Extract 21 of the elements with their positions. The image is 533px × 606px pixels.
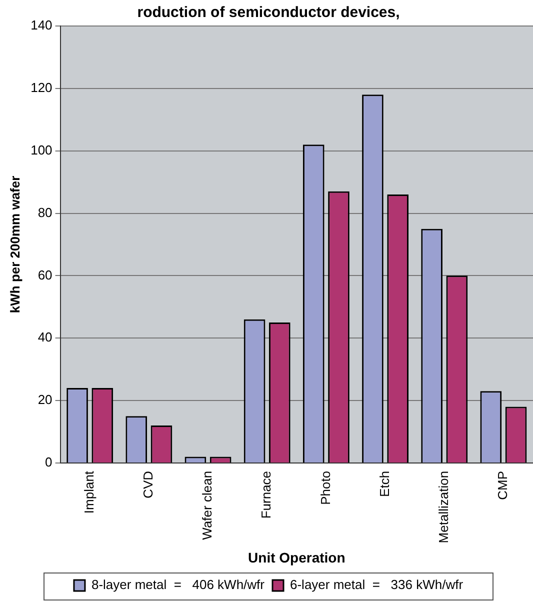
x-tick-label: Wafer clean (200, 470, 215, 540)
y-tick-label: 100 (30, 142, 52, 158)
y-tick-label: 0 (45, 454, 52, 470)
x-tick-label: CMP (495, 470, 510, 500)
y-tick-label: 120 (30, 80, 52, 95)
legend-label: 6-layer metal = 336 kWh/wfr (290, 577, 464, 592)
y-tick-label: 40 (38, 330, 52, 345)
y-tick-label: 60 (38, 267, 52, 282)
y-tick-label: 80 (38, 204, 52, 220)
chart-title: roduction of semiconductor devices, (137, 4, 400, 22)
y-tick-label: 140 (30, 18, 52, 33)
x-tick-label: Furnace (258, 470, 274, 519)
y-tick-label: 20 (38, 392, 52, 408)
x-tick-label: Implant (81, 470, 96, 514)
x-tick-label: Etch (376, 470, 392, 497)
x-tick-label: Photo (318, 470, 333, 505)
x-axis-title: Unit Operation (248, 549, 346, 566)
x-tick-label: CVD (140, 470, 156, 498)
legend-label: 8-layer metal = 406 kWh/wfr (91, 577, 266, 592)
x-tick-label: Metallization (436, 470, 451, 544)
y-axis-title: kWh per 200mm wafer (7, 176, 22, 314)
